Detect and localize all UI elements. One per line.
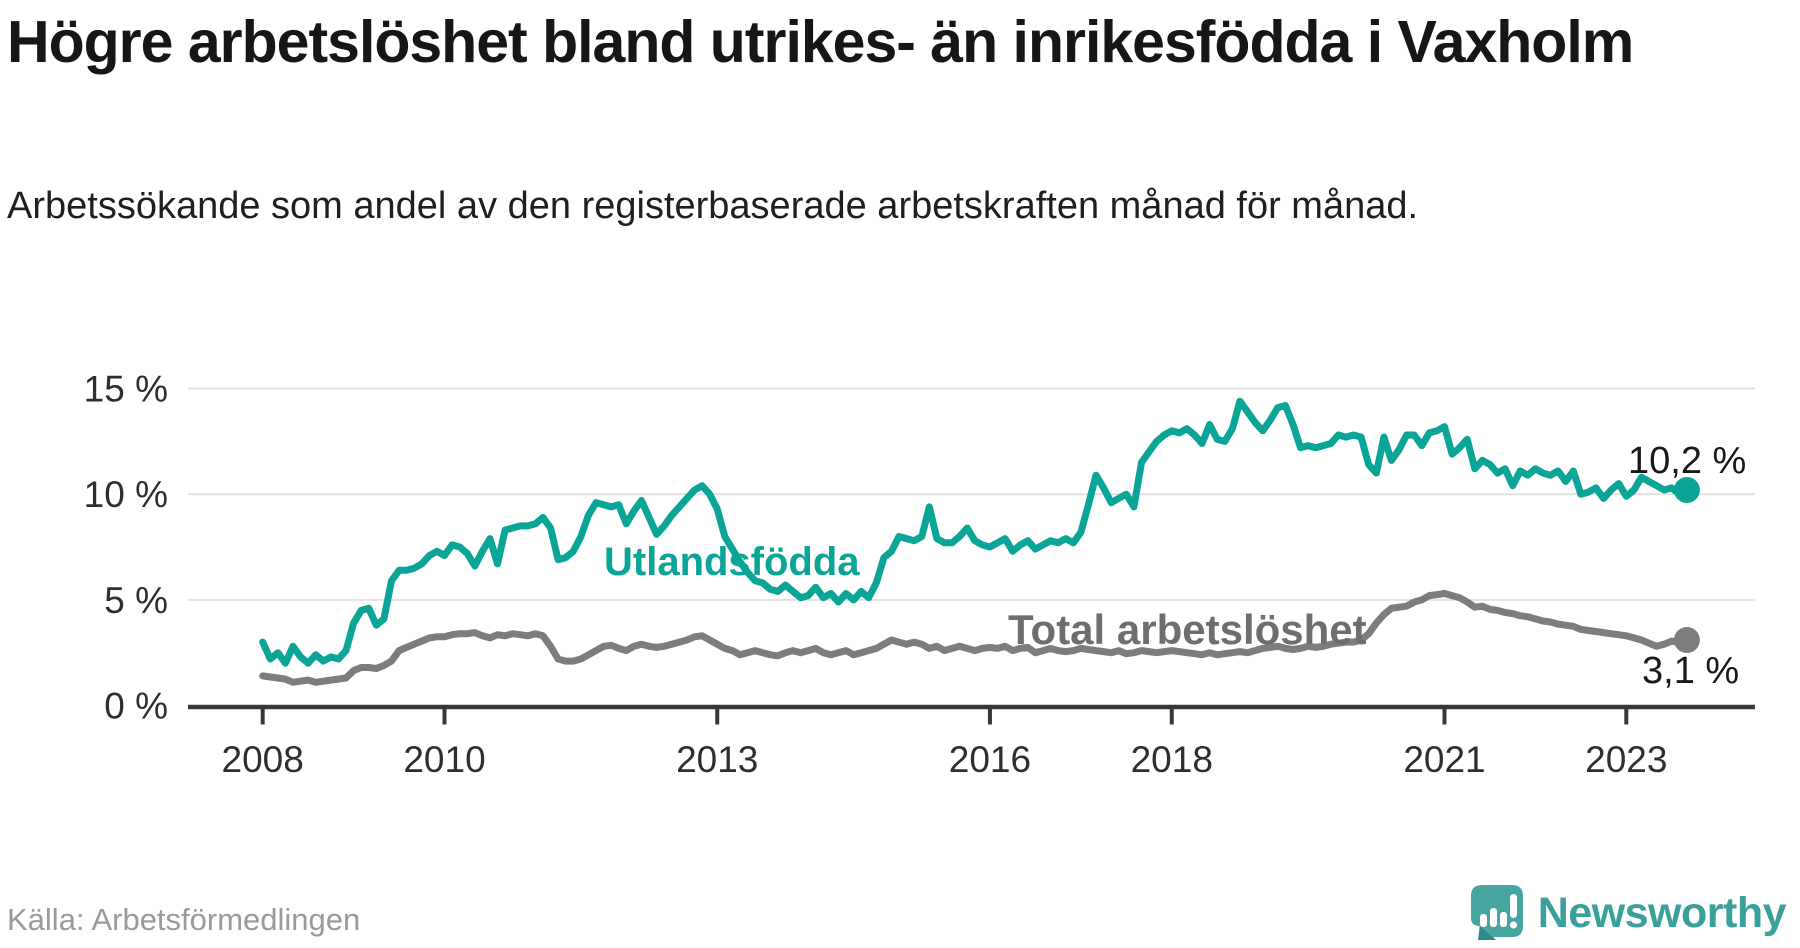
source-note: Källa: Arbetsförmedlingen — [7, 902, 361, 937]
chart-subtitle: Arbetssökande som andel av den registerb… — [7, 185, 1419, 227]
page-title: Högre arbetslöshet bland utrikes- än inr… — [7, 9, 1634, 75]
newsworthy-wordmark: Newsworthy — [1537, 888, 1787, 937]
x-axis-tick-label: 2018 — [1131, 739, 1213, 780]
y-axis-tick-label: 5 % — [104, 580, 168, 621]
series-line — [259, 590, 1691, 686]
x-axis-tick-label: 2016 — [949, 739, 1031, 780]
x-axis-tick-label: 2008 — [222, 739, 304, 780]
series-label-total: Total arbetslöshet — [1008, 606, 1367, 653]
series-label-utlandsfodda: Utlandsfödda — [604, 540, 860, 584]
series-line — [259, 397, 1691, 667]
x-axis-tick-label: 2013 — [676, 739, 758, 780]
newsworthy-branding: Newsworthy — [1470, 884, 1787, 942]
y-axis-tick-label: 10 % — [84, 474, 168, 515]
series-end-dot — [1673, 626, 1700, 653]
y-axis-tick-label: 15 % — [84, 369, 168, 410]
series-end-dot — [1673, 476, 1700, 503]
x-axis-tick-label: 2021 — [1403, 739, 1485, 780]
x-axis-tick-label: 2010 — [403, 739, 485, 780]
newsworthy-logo-icon — [1470, 885, 1523, 940]
x-axis-tick-label: 2023 — [1585, 739, 1667, 780]
y-axis-tick-label: 0 % — [104, 686, 168, 727]
end-value-total: 3,1 % — [1642, 650, 1740, 692]
end-value-utlandsfodda: 10,2 % — [1628, 440, 1747, 482]
